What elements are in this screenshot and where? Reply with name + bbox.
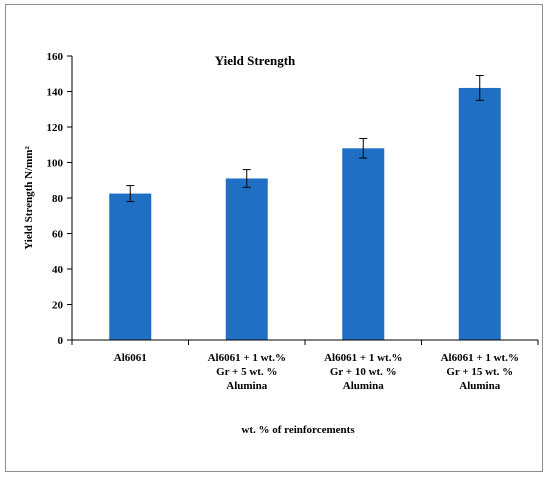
bar-chart: Yield Strength 0 20 40 60 80 100 120 140 160 Al6… [23,51,539,436]
y-axis-ticks: 0 20 40 60 80 100 120 140 160 [47,51,539,347]
category-label: Alumina [226,380,267,392]
bar [342,148,385,340]
x-axis-label: wt. % of reinforcements [241,424,355,436]
category-label: Gr + 5 wt. % [216,366,277,378]
chart-frame: Yield Strength 0 20 40 60 80 100 120 140 160 Al6… [5,4,543,472]
error-bars [126,75,484,203]
category-label: Alumina [459,380,500,392]
y-tick-label: 120 [47,122,64,134]
category-label: Al6061 + 1 wt.% [324,352,402,364]
y-tick-label: 60 [52,229,64,241]
y-tick-label: 80 [52,193,64,205]
y-tick-label: 160 [47,51,64,63]
category-label: Al6061 + 1 wt.% [441,352,519,364]
category-label: Gr + 15 wt. % [446,366,513,378]
y-tick-label: 40 [52,264,64,276]
y-tick-label: 20 [52,300,64,312]
bar [225,178,268,340]
y-axis-label: Yield Strength N/mm² [23,146,35,250]
y-tick-label: 100 [47,158,64,170]
y-tick-label: 140 [47,87,64,99]
bar [109,193,152,340]
category-labels: Al6061 Al6061 + 1 wt.% Gr + 5 wt. % Alumina… [114,352,519,392]
category-label: Al6061 + 1 wt.% [208,352,286,364]
category-label: Gr + 10 wt. % [330,366,397,378]
category-label: Al6061 [114,352,147,364]
chart-title: Yield Strength [215,53,296,68]
y-tick-label: 0 [58,335,64,347]
category-label: Alumina [343,380,384,392]
bars [109,87,501,340]
bar [458,87,501,340]
